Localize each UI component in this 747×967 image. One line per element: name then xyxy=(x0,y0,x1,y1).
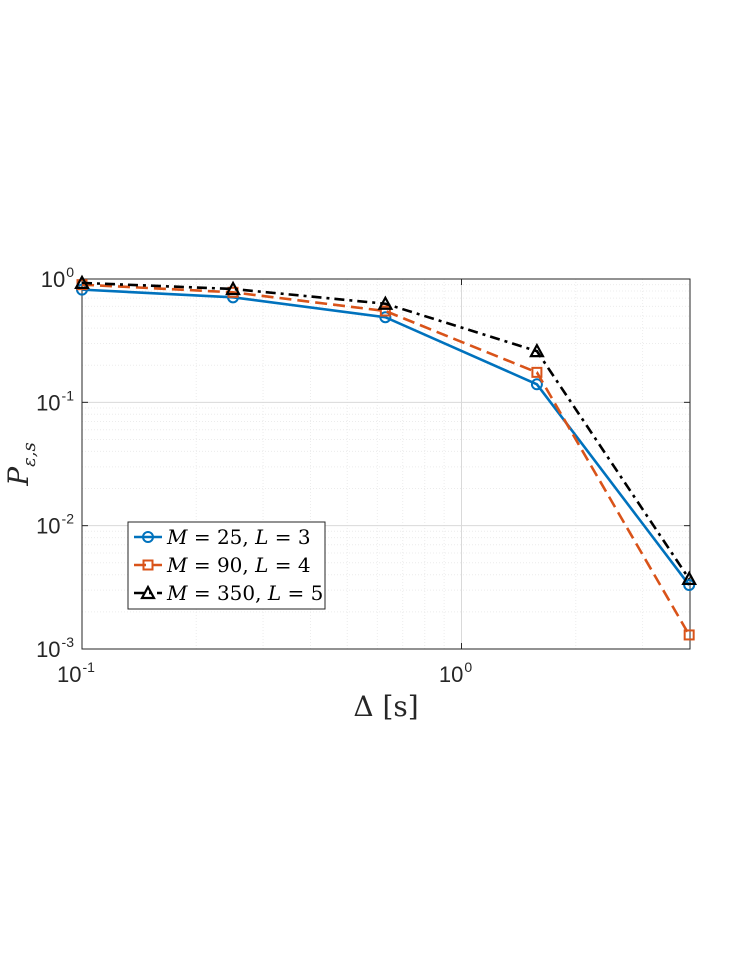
data-point xyxy=(681,570,698,586)
x-axis-label: Δ [s] xyxy=(353,690,418,723)
y-tick-label: 10-2 xyxy=(36,511,74,539)
series-2 xyxy=(76,279,695,641)
legend: M = 25, L = 3 M = 90, L = 4 M = 350, L = 5 xyxy=(127,521,326,610)
x-axis-label-text: Δ [s] xyxy=(353,690,418,723)
data-point xyxy=(529,342,545,358)
legend-marker xyxy=(142,531,154,543)
data-point xyxy=(379,305,391,317)
data-point xyxy=(225,280,241,296)
axis-ticks: 10-1 100 100 10-1 10-2 10-3 xyxy=(36,264,690,687)
series xyxy=(74,274,698,641)
series-3 xyxy=(74,274,698,586)
data-point xyxy=(379,311,392,324)
y-tick-label: 100 xyxy=(41,264,74,292)
x-tick-label: 10-1 xyxy=(57,659,95,687)
series-line xyxy=(81,288,691,586)
legend-marker xyxy=(142,559,154,571)
legend-marker xyxy=(140,584,156,600)
data-point xyxy=(683,629,695,641)
x-tick-label: 100 xyxy=(439,659,472,687)
data-point xyxy=(530,378,543,391)
y-tick-label: 10-1 xyxy=(36,387,74,415)
legend-entry: M = 350, L = 5 xyxy=(134,581,323,605)
data-point xyxy=(74,274,90,289)
plot-area-frame xyxy=(81,278,691,650)
data-point xyxy=(683,579,696,592)
y-axis-label-text: Pε,s xyxy=(2,442,40,486)
y-axis-label: Pε,s xyxy=(2,442,40,486)
legend-entry: M = 90, L = 4 xyxy=(134,553,311,577)
legend-label: M = 350, L = 5 xyxy=(166,581,323,605)
data-point xyxy=(531,366,543,378)
legend-label: M = 25, L = 3 xyxy=(166,525,311,549)
series-line xyxy=(81,283,691,636)
legend-label: M = 90, L = 4 xyxy=(166,553,311,577)
data-point xyxy=(377,295,394,310)
legend-entry: M = 25, L = 3 xyxy=(134,525,311,549)
y-tick-label: 10-3 xyxy=(36,634,74,662)
series-line xyxy=(81,281,691,580)
